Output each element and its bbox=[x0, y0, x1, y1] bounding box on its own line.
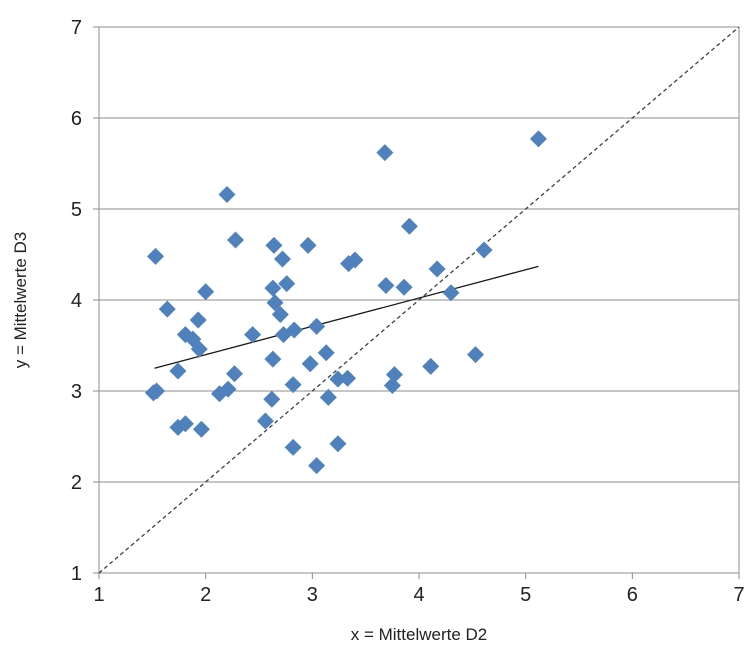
data-point bbox=[299, 236, 317, 254]
axes bbox=[93, 26, 740, 579]
data-point bbox=[475, 241, 493, 259]
y-tick-label: 1 bbox=[71, 563, 82, 585]
y-tick-label: 6 bbox=[71, 108, 82, 130]
data-point bbox=[377, 276, 395, 294]
data-point bbox=[189, 311, 207, 329]
data-point bbox=[176, 415, 194, 433]
y-axis-title: y = Mittelwerte D3 bbox=[11, 232, 30, 369]
x-axis-title: x = Mittelwerte D2 bbox=[351, 625, 488, 644]
trend-line bbox=[154, 265, 539, 369]
data-point bbox=[263, 390, 281, 408]
y-tick-label: 4 bbox=[71, 290, 82, 312]
data-point bbox=[218, 185, 236, 203]
data-point bbox=[308, 317, 326, 335]
data-point bbox=[148, 382, 166, 400]
data-point bbox=[190, 340, 208, 358]
data-point bbox=[529, 130, 547, 148]
data-point bbox=[329, 435, 347, 453]
data-point bbox=[225, 365, 243, 383]
data-point bbox=[395, 278, 413, 296]
data-point bbox=[271, 306, 289, 324]
data-point bbox=[284, 376, 302, 394]
data-point bbox=[346, 251, 364, 269]
data-point bbox=[227, 231, 245, 249]
x-tick-label: 5 bbox=[520, 584, 531, 606]
data-point bbox=[442, 284, 460, 302]
y-tick-label: 7 bbox=[71, 17, 82, 39]
tick-labels: 1 2 3 4 5 6 7 1 2 3 4 5 6 7 bbox=[71, 17, 745, 606]
x-tick-label: 1 bbox=[93, 584, 104, 606]
y-tick-label: 5 bbox=[71, 199, 82, 221]
data-point bbox=[192, 420, 210, 438]
data-point bbox=[266, 294, 284, 312]
data-point bbox=[385, 366, 403, 384]
data-points bbox=[144, 130, 547, 475]
data-point bbox=[467, 346, 485, 364]
data-point bbox=[273, 250, 291, 268]
data-point bbox=[169, 362, 187, 380]
data-point bbox=[284, 438, 302, 456]
reference-lines bbox=[98, 26, 740, 574]
data-point bbox=[400, 217, 418, 235]
x-tick-label: 2 bbox=[200, 584, 211, 606]
data-point bbox=[428, 260, 446, 278]
identity-line bbox=[98, 26, 740, 574]
data-point bbox=[301, 355, 319, 373]
data-point bbox=[317, 344, 335, 362]
data-point bbox=[383, 377, 401, 395]
y-tick-label: 3 bbox=[71, 381, 82, 403]
data-point bbox=[422, 357, 440, 375]
x-tick-label: 4 bbox=[413, 584, 424, 606]
data-point bbox=[329, 370, 347, 388]
data-point bbox=[219, 380, 237, 398]
data-point bbox=[158, 300, 176, 318]
data-point bbox=[278, 275, 296, 293]
data-point bbox=[265, 236, 283, 254]
x-tick-label: 3 bbox=[307, 584, 318, 606]
x-tick-label: 7 bbox=[733, 584, 744, 606]
data-point bbox=[256, 412, 274, 430]
data-point bbox=[285, 321, 303, 339]
data-point bbox=[376, 144, 394, 162]
y-tick-label: 2 bbox=[71, 472, 82, 494]
data-point bbox=[308, 457, 326, 475]
data-point bbox=[319, 388, 337, 406]
data-point bbox=[197, 283, 215, 301]
x-tick-label: 6 bbox=[627, 584, 638, 606]
data-point bbox=[244, 326, 262, 344]
data-point bbox=[264, 350, 282, 368]
data-point bbox=[339, 369, 357, 387]
data-point bbox=[147, 247, 165, 265]
gridlines bbox=[99, 26, 739, 483]
data-point bbox=[264, 279, 282, 297]
